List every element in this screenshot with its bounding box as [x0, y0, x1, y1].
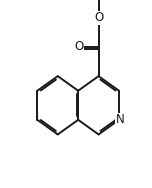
Text: O: O	[94, 11, 103, 24]
Text: O: O	[75, 40, 84, 54]
Text: N: N	[116, 113, 124, 126]
